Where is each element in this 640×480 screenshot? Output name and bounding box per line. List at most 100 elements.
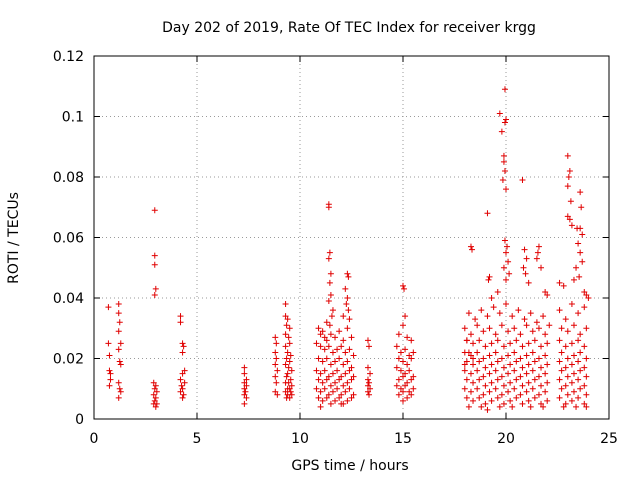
data-point — [486, 325, 493, 332]
data-point — [402, 346, 409, 353]
data-point — [501, 237, 508, 244]
data-point — [564, 391, 571, 398]
data-point — [484, 313, 491, 320]
data-point — [344, 358, 351, 365]
data-point — [577, 385, 584, 392]
data-point — [397, 367, 404, 374]
data-point — [346, 385, 353, 392]
data-point — [577, 225, 584, 232]
data-point — [517, 331, 524, 338]
data-point — [575, 394, 582, 401]
data-point — [470, 397, 477, 404]
data-point — [344, 295, 351, 301]
data-point — [350, 391, 357, 398]
data-point — [461, 325, 468, 332]
data-point — [400, 373, 406, 380]
data-point — [395, 355, 402, 362]
data-point — [531, 358, 538, 365]
data-point — [556, 279, 563, 286]
data-point — [523, 388, 530, 395]
data-point — [404, 334, 411, 341]
data-point — [583, 291, 590, 298]
data-point — [570, 370, 577, 377]
data-point — [400, 397, 406, 404]
data-point — [284, 316, 291, 323]
data-point — [272, 388, 279, 395]
data-point — [485, 276, 492, 283]
data-point — [151, 291, 158, 298]
data-point — [579, 258, 586, 265]
data-point — [463, 376, 470, 383]
data-point — [340, 361, 347, 368]
data-point — [498, 128, 505, 135]
data-point — [323, 355, 330, 362]
data-point — [531, 337, 538, 344]
data-point — [498, 391, 505, 398]
data-point — [181, 367, 188, 374]
data-point — [364, 364, 371, 371]
data-point — [529, 385, 536, 392]
data-point — [542, 331, 549, 338]
data-point — [546, 322, 553, 329]
data-point — [404, 394, 411, 401]
data-point — [393, 382, 400, 389]
data-point — [558, 349, 565, 356]
data-point — [325, 204, 332, 211]
data-point — [556, 307, 563, 314]
data-point — [467, 243, 474, 250]
data-point — [404, 379, 411, 386]
data-point — [476, 337, 483, 344]
data-point — [326, 249, 333, 256]
data-point — [556, 358, 563, 365]
data-point — [410, 373, 417, 380]
data-point — [243, 376, 250, 383]
data-point — [327, 361, 334, 368]
data-point — [486, 370, 493, 377]
data-point — [117, 340, 124, 347]
data-point — [486, 273, 493, 280]
data-point — [507, 361, 514, 368]
data-point — [494, 288, 501, 295]
data-point — [153, 388, 160, 395]
data-point — [474, 349, 481, 356]
data-point — [150, 400, 157, 407]
data-point — [500, 382, 507, 389]
data-point — [327, 270, 334, 277]
data-point — [525, 379, 532, 386]
data-point — [336, 355, 343, 362]
data-point — [152, 403, 159, 410]
data-point — [562, 400, 569, 407]
data-point — [343, 301, 350, 308]
x-axis-label: GPS time / hours — [291, 458, 408, 474]
data-point — [364, 388, 371, 395]
data-point — [585, 295, 592, 301]
data-point — [500, 152, 507, 159]
data-point — [478, 403, 485, 410]
data-point — [282, 313, 289, 320]
data-point — [573, 403, 580, 410]
data-point — [408, 391, 415, 398]
data-point — [336, 328, 343, 335]
data-point — [505, 328, 512, 335]
data-point — [323, 376, 330, 383]
data-point — [556, 394, 563, 401]
data-point — [364, 382, 371, 389]
data-point — [273, 379, 280, 386]
data-point — [500, 343, 507, 350]
data-point — [321, 346, 328, 353]
data-point — [344, 325, 351, 332]
data-point — [575, 337, 582, 344]
data-point — [117, 388, 124, 395]
data-point — [577, 331, 584, 338]
data-point — [345, 273, 352, 280]
data-point — [540, 313, 547, 320]
data-point — [567, 198, 574, 205]
data-point — [319, 358, 326, 365]
data-point — [116, 358, 123, 365]
data-point — [273, 340, 280, 347]
data-point — [544, 379, 551, 386]
data-point — [517, 373, 524, 380]
data-points — [105, 86, 592, 413]
data-point — [492, 385, 499, 392]
